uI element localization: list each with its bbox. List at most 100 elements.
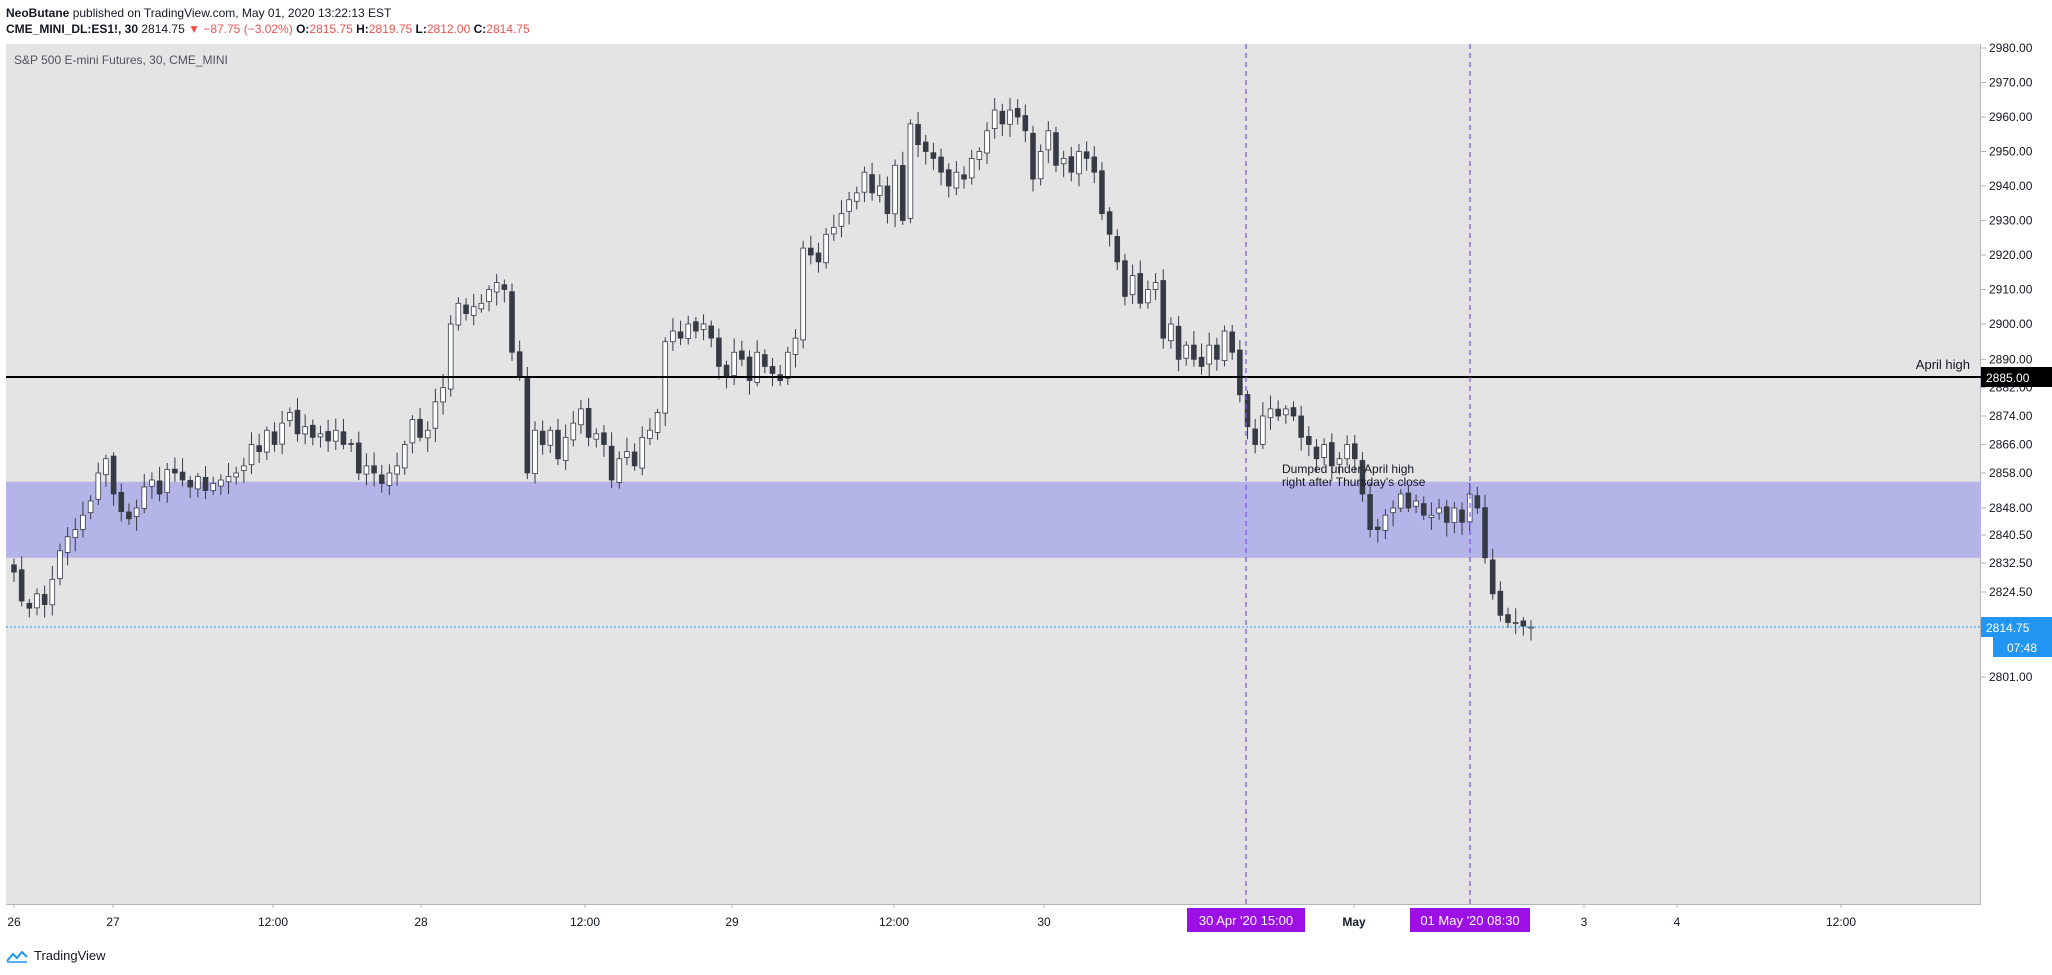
- candle-body: [1221, 330, 1228, 362]
- candle-body: [202, 476, 209, 491]
- candle-body: [1106, 211, 1113, 235]
- candle-body: [417, 418, 423, 438]
- candle-body: [1321, 444, 1327, 458]
- candle-body: [501, 284, 508, 290]
- candle-body: [340, 431, 347, 445]
- candle-body: [401, 444, 408, 469]
- time-tick-label: 4: [1674, 915, 1681, 929]
- candle-body: [1267, 408, 1274, 419]
- high-label: H:: [356, 22, 369, 36]
- candle-body: [915, 124, 921, 146]
- candle-body: [1091, 156, 1098, 173]
- price-tick-label: 2980.00: [1989, 41, 2033, 55]
- time-axis[interactable]: [6, 904, 1981, 938]
- candle-body: [133, 507, 140, 517]
- candle-body: [593, 433, 600, 440]
- candle-body: [961, 174, 967, 180]
- candle-body: [1359, 460, 1366, 495]
- candle-body: [1451, 507, 1458, 524]
- last-price: 2814.75: [141, 22, 185, 36]
- plot-area[interactable]: [6, 44, 1981, 904]
- price-tick-label: 2920.00: [1989, 248, 2033, 262]
- candle-body: [233, 472, 239, 478]
- candle-body: [1352, 443, 1358, 460]
- time-tick-label: 12:00: [258, 915, 288, 929]
- candle-body: [348, 443, 354, 445]
- candle-body: [440, 387, 446, 403]
- candle-body: [1306, 436, 1312, 445]
- candle-body: [601, 432, 607, 445]
- countdown-badge: [1993, 637, 2052, 657]
- candle-body: [677, 331, 684, 339]
- candle-body: [225, 476, 232, 483]
- candle-body: [708, 325, 714, 339]
- candle-body: [1030, 132, 1036, 180]
- candle-body: [1007, 109, 1013, 125]
- date-marker-label: 01 May '20 08:30: [1420, 913, 1519, 928]
- price-tick-label: 2874.00: [1989, 409, 2033, 423]
- candle-body: [991, 109, 998, 129]
- candle-body: [1083, 151, 1090, 159]
- candle-body: [156, 480, 163, 495]
- candle-body: [1505, 614, 1511, 623]
- candle-body: [1459, 509, 1465, 523]
- candle-body: [731, 351, 737, 376]
- candle-body: [1420, 503, 1427, 516]
- candle-body: [562, 436, 569, 461]
- candle-body: [149, 479, 155, 487]
- date-marker-badge: [1410, 908, 1530, 932]
- candle-body: [1428, 514, 1435, 518]
- candle-body: [325, 431, 331, 442]
- candle-body: [754, 351, 760, 383]
- close-label: C:: [473, 22, 487, 36]
- last-price-badge: [1981, 617, 2052, 637]
- candle-body: [1229, 331, 1235, 353]
- candle-body: [1114, 236, 1121, 263]
- candle-body: [1183, 344, 1190, 359]
- open-value: 2815.75: [309, 22, 353, 36]
- author-name[interactable]: NeoButane: [6, 6, 70, 20]
- price-tick-label: 2866.00: [1989, 438, 2033, 452]
- price-tick-label: 2840.50: [1989, 528, 2033, 542]
- candle-body: [1137, 273, 1144, 304]
- candle-body: [1014, 108, 1021, 118]
- candle-body: [1336, 458, 1343, 465]
- candle-body: [394, 465, 400, 475]
- footer-brand[interactable]: TradingView: [6, 948, 106, 963]
- candle-body: [1175, 325, 1182, 360]
- time-tick-label: 28: [414, 915, 428, 929]
- candle-body: [1443, 506, 1450, 523]
- price-axis[interactable]: [1981, 44, 2052, 904]
- candle-body: [57, 550, 63, 580]
- candle-body: [1313, 446, 1320, 460]
- candle-body: [103, 458, 109, 476]
- price-tick-label: 2848.00: [1989, 501, 2033, 515]
- candle-body: [792, 337, 799, 355]
- candle-body: [861, 171, 868, 193]
- time-tick-label: 12:00: [1826, 915, 1856, 929]
- candle-body: [1037, 151, 1044, 180]
- candle-body: [516, 351, 523, 378]
- candle-body: [1397, 493, 1404, 509]
- candle-body: [1489, 559, 1496, 595]
- candle-body: [493, 282, 500, 293]
- close-value: 2814.75: [486, 22, 530, 36]
- candle-body: [248, 444, 255, 466]
- support-zone: [6, 481, 1981, 558]
- candle-body: [1413, 500, 1419, 507]
- candle-body: [11, 564, 17, 573]
- candle-body: [1382, 514, 1389, 531]
- candle-body: [846, 199, 852, 212]
- candle-body: [938, 156, 944, 173]
- footer-brand-label: TradingView: [34, 948, 106, 963]
- candle-body: [1022, 115, 1029, 132]
- candle-body: [371, 465, 377, 474]
- date-marker-badge: [1187, 908, 1305, 932]
- candle-body: [892, 164, 898, 215]
- candle-body: [547, 429, 554, 446]
- candle-body: [869, 174, 875, 194]
- candle-body: [1275, 408, 1281, 417]
- price-tick-label: 2930.00: [1989, 214, 2033, 228]
- candle-body: [386, 472, 393, 486]
- candle-body: [716, 337, 722, 367]
